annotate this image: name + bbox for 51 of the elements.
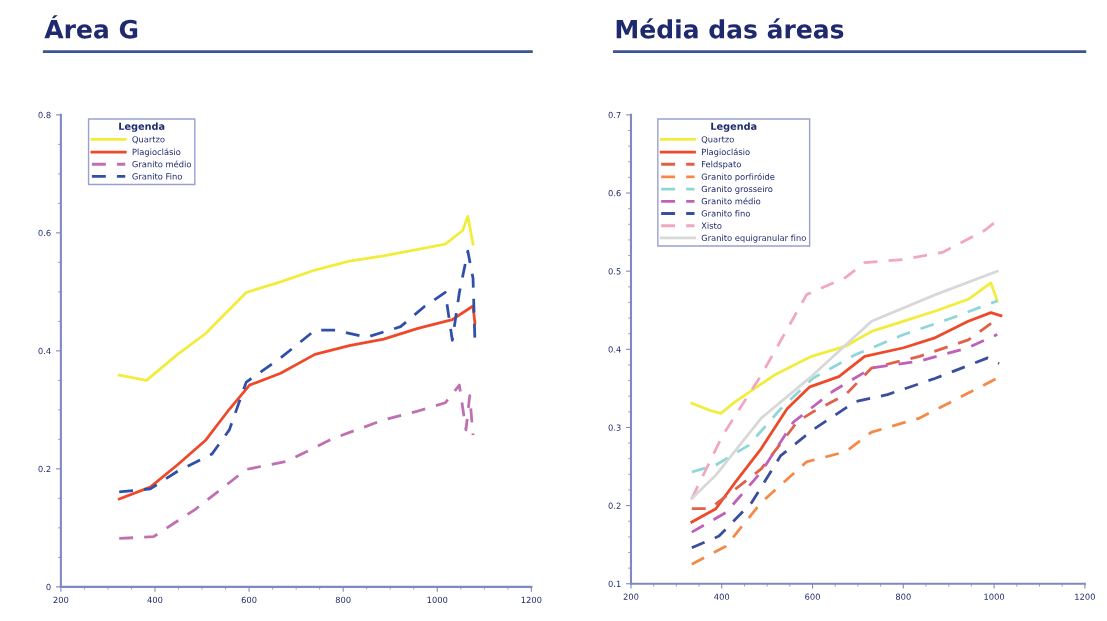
legend-label: Granito médio [132, 160, 191, 168]
x-tick-label: 400 [714, 593, 730, 600]
legend-label: Granito grosseiro [701, 185, 773, 194]
y-tick-label: 0.2 [38, 465, 51, 473]
line-series [690, 333, 999, 534]
y-tick-label: 0 [46, 583, 51, 591]
y-tick-label: 0.5 [608, 268, 621, 275]
y-tick-label: 0.4 [608, 346, 621, 353]
legend-label: Plagioclásio [702, 148, 750, 157]
y-tick-label: 0.3 [608, 424, 621, 431]
x-tick-label: 1200 [1075, 593, 1095, 600]
line-series [690, 281, 999, 415]
legend-label: Granito porfiróide [701, 173, 775, 182]
chart-title: Média das áreas [616, 18, 844, 39]
chart-title: Área G [44, 15, 138, 39]
y-tick-label: 0.7 [608, 111, 621, 119]
legend-label: Quartzo [701, 136, 734, 144]
y-tick-label: 0.1 [608, 580, 621, 588]
line-series [117, 304, 477, 501]
line-series [690, 356, 1001, 550]
line-series [690, 269, 999, 500]
y-tick-label: 0.8 [38, 111, 51, 119]
legend-title: Legenda [119, 122, 165, 132]
x-tick-label: 600 [241, 596, 257, 604]
x-tick-label: 1000 [984, 593, 1005, 600]
line-series [117, 383, 475, 540]
legend-title: Legenda [711, 122, 757, 132]
legend-label: Granito médio [701, 197, 761, 205]
legend-label: Granito fino [701, 210, 750, 217]
line-series [117, 214, 475, 382]
x-tick-label: 1200 [521, 596, 542, 604]
line-series [690, 376, 999, 566]
legend-label: Quartzo [132, 136, 165, 144]
legend-label: Granito equigranular fino [701, 234, 806, 243]
y-tick-label: 0.4 [38, 347, 51, 355]
x-tick-label: 1000 [427, 596, 448, 604]
x-tick-label: 800 [895, 593, 911, 600]
line-series [690, 299, 999, 474]
x-tick-label: 800 [335, 596, 351, 604]
legend-label: Granito Fino [132, 173, 182, 180]
x-tick-label: 200 [623, 593, 639, 600]
line-series [117, 249, 477, 494]
x-tick-label: 200 [53, 596, 69, 604]
x-tick-label: 600 [805, 593, 820, 600]
legend-label: Xisto [701, 222, 722, 229]
x-tick-label: 400 [147, 596, 163, 604]
y-tick-label: 0.6 [38, 229, 51, 237]
legend-label: Plagioclásio [132, 148, 181, 157]
y-tick-label: 0.2 [608, 502, 621, 509]
y-tick-label: 0.6 [608, 190, 621, 197]
legend-label: Feldspato [702, 160, 741, 169]
